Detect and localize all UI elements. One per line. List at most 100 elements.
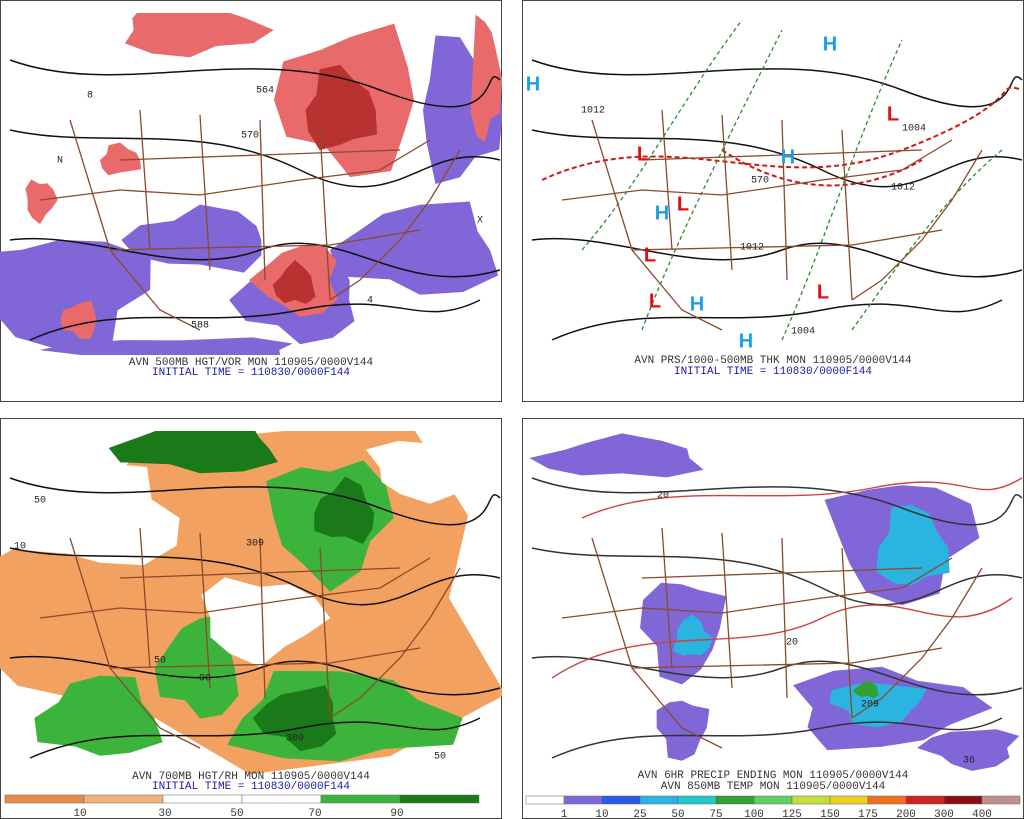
map-label: L xyxy=(677,193,689,215)
map-label: 588 xyxy=(191,321,209,332)
map-label: 36 xyxy=(963,756,975,767)
shaded-area xyxy=(25,179,58,225)
contour xyxy=(9,129,501,188)
state-border xyxy=(109,149,421,251)
colorbar-segment xyxy=(639,795,679,805)
map-label: 10 xyxy=(14,542,26,553)
contour xyxy=(29,717,481,759)
colorbar-segment xyxy=(981,795,1021,805)
map-label: 50 xyxy=(34,496,46,507)
map-label: 4 xyxy=(367,296,373,307)
caption: AVN PRS/1000-500MB THK MON 110905/0000V1… xyxy=(634,355,912,367)
thickness-contour xyxy=(781,39,903,341)
thickness-contour xyxy=(721,149,923,187)
colorbar-label: 10 xyxy=(595,809,608,819)
map-label: 1004 xyxy=(902,124,926,135)
map-label: H xyxy=(526,73,540,95)
map-label: H xyxy=(781,146,795,168)
shaded-area xyxy=(672,614,713,656)
initial-time: INITIAL TIME = 110830/0000F144 xyxy=(152,367,350,379)
shaded-area xyxy=(365,440,500,504)
shaded-area xyxy=(656,700,710,761)
map-mask xyxy=(1,419,501,431)
map-700mb: 309 10 50 50 309 90 50 AVN 700MB HGT/RH MON 110… xyxy=(0,418,502,819)
state-border xyxy=(69,537,201,749)
caption: AVN 500MB HGT/VOR MON 110905/0000V144 xyxy=(129,357,374,369)
state-border xyxy=(591,537,723,749)
colorbar-segment xyxy=(4,794,85,804)
colorbar-label: 125 xyxy=(782,809,802,819)
colorbar-segment xyxy=(753,795,793,805)
contour xyxy=(9,547,501,606)
colorbar-label: 50 xyxy=(230,808,243,819)
shaded-area xyxy=(876,505,950,586)
map-label: L xyxy=(637,143,649,165)
contour xyxy=(9,655,501,696)
shaded-area xyxy=(529,433,704,478)
map-label: 309 xyxy=(246,539,264,550)
map-label: 570 xyxy=(751,176,769,187)
colorbar-label: 30 xyxy=(158,808,171,819)
colorbar-segment xyxy=(791,795,831,805)
shaded-area xyxy=(100,142,142,176)
map-mask xyxy=(523,419,1023,431)
state-border xyxy=(631,149,943,251)
initial-time: INITIAL TIME = 110830/0000F144 xyxy=(674,366,872,378)
shaded-area xyxy=(108,420,278,474)
shaded-area xyxy=(917,729,1020,771)
contour xyxy=(531,655,1023,696)
frame xyxy=(522,0,1024,402)
map-label: H xyxy=(690,293,704,315)
state-border xyxy=(851,567,983,719)
colorbar-segment xyxy=(677,795,717,805)
contour xyxy=(29,299,481,341)
colorbar-segment xyxy=(83,794,164,804)
panel-pressure: H H H H H H L L L L L L 1012 1012 1004 1004 1012 570 AVN P… xyxy=(522,0,1024,402)
temp-contour xyxy=(551,597,1013,679)
state-border xyxy=(139,109,331,301)
contour xyxy=(9,59,501,108)
state-border xyxy=(631,567,943,669)
colorbar-label: 100 xyxy=(744,809,764,819)
panel-700mb: 309 10 50 50 309 90 50 AVN 700MB HGT/RH MON 110… xyxy=(0,418,502,819)
map-label: 8 xyxy=(87,91,93,102)
state-border xyxy=(661,109,853,301)
colorbar-label: 25 xyxy=(633,809,646,819)
map-label: H xyxy=(823,33,837,55)
contour xyxy=(531,237,1023,278)
state-border xyxy=(39,139,431,201)
map-label: 564 xyxy=(256,86,274,97)
map-label: L xyxy=(817,281,829,303)
contour xyxy=(531,547,1023,606)
colorbar-label: 90 xyxy=(390,808,403,819)
shaded-area xyxy=(330,201,499,295)
map-label: 50 xyxy=(154,656,166,667)
colorbar-label: 10 xyxy=(73,808,86,819)
map-label: H xyxy=(655,202,669,224)
map-label: 1012 xyxy=(581,106,605,117)
contour xyxy=(9,477,501,526)
map-precip: 20 36 209 20 AVN 6HR PRECIP ENDING MON 11090… xyxy=(522,418,1024,819)
colorbar-label: 300 xyxy=(934,809,954,819)
colorbar-segment xyxy=(943,795,983,805)
map-label: H xyxy=(739,330,753,352)
map-label: 20 xyxy=(786,638,798,649)
temp-contour xyxy=(581,477,1023,519)
colorbar-label: 70 xyxy=(308,808,321,819)
map-label: L xyxy=(644,244,656,266)
map-label: 309 xyxy=(286,734,304,745)
map-mask xyxy=(1,1,501,13)
thickness-contour xyxy=(581,19,743,251)
map-label: 209 xyxy=(861,700,879,711)
colorbar-segment xyxy=(563,795,603,805)
colorbar-segment xyxy=(525,795,565,805)
map-label: 1004 xyxy=(791,327,815,338)
colorbar-segment xyxy=(867,795,907,805)
shaded-area xyxy=(252,685,337,752)
map-label: L xyxy=(887,103,899,125)
colorbar-label: 175 xyxy=(858,809,878,819)
colorbar-label: 1 xyxy=(561,809,568,819)
state-border xyxy=(39,557,431,619)
contour xyxy=(551,717,1003,759)
